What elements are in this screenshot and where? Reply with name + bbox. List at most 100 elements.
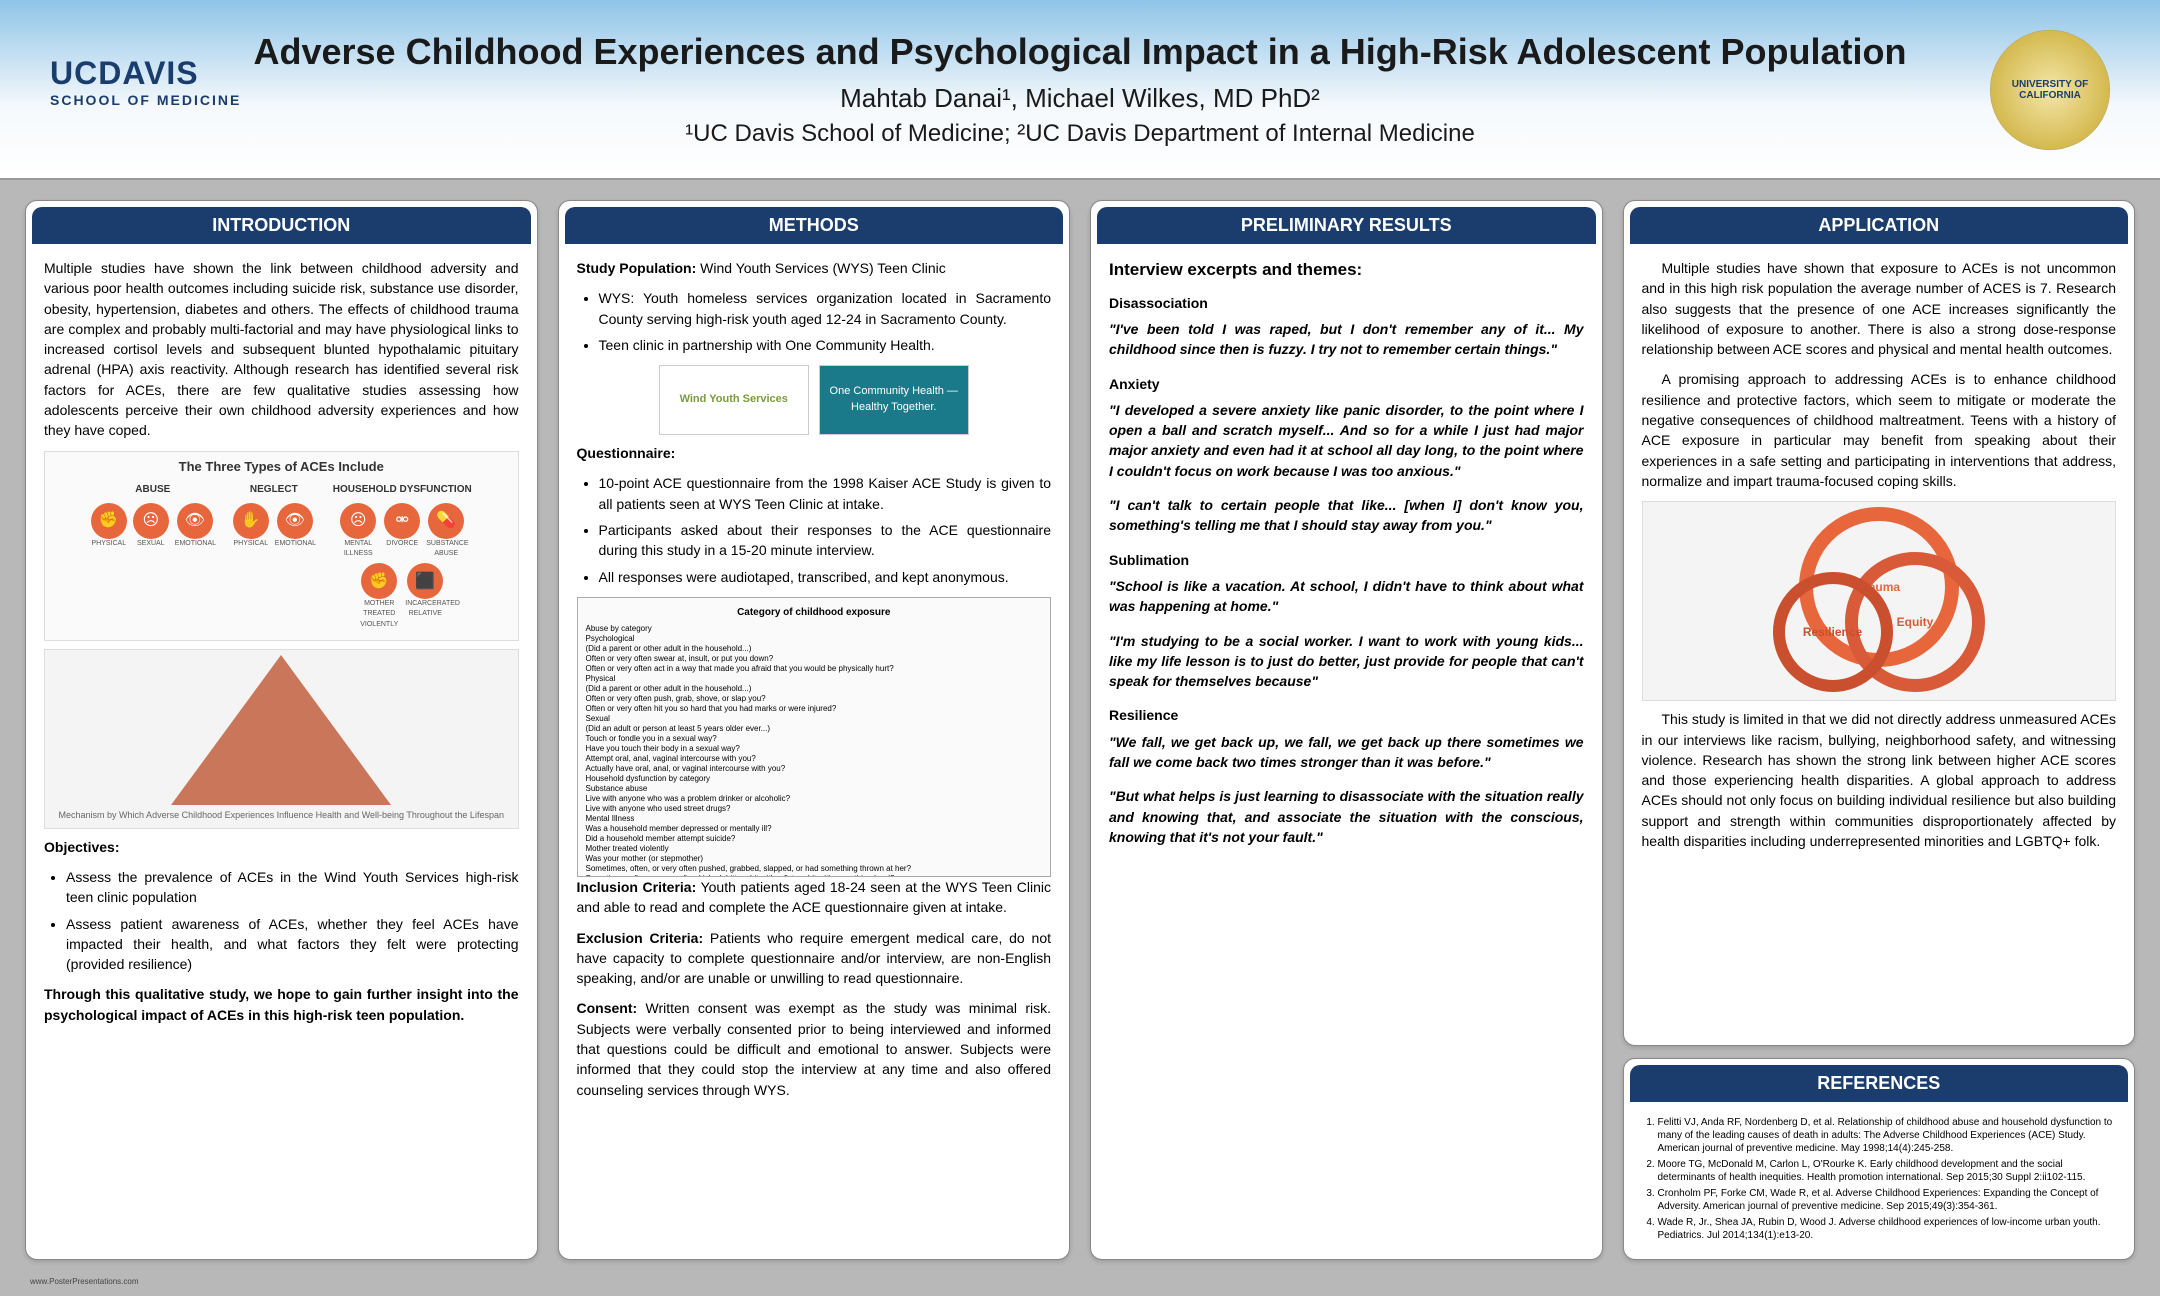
consent-label: Consent:: [577, 1000, 638, 1016]
q-fig-text: Abuse by category Psychological (Did a p…: [586, 624, 1043, 877]
consent-line: Consent: Written consent was exempt as t…: [577, 998, 1052, 1099]
interview-quote: "But what helps is just learning to disa…: [1109, 786, 1584, 847]
intro-closing: Through this qualitative study, we hope …: [44, 984, 519, 1025]
theme-label: Disassociation: [1109, 293, 1584, 313]
questionnaire-item: Participants asked about their responses…: [599, 520, 1052, 561]
intro-para1: Multiple studies have shown the link bet…: [44, 258, 519, 441]
column-1: INTRODUCTION Multiple studies have shown…: [25, 200, 538, 1260]
ace-icon-caption: MOTHER TREATED VIOLENTLY: [359, 599, 399, 629]
ace-group-label: NEGLECT: [250, 483, 298, 498]
ace-icon: 💊: [428, 503, 464, 539]
ace-icon-caption: SUBSTANCE ABUSE: [426, 539, 466, 559]
ace-icon: ☹: [133, 503, 169, 539]
ace-icons-container: ABUSE✊PHYSICAL☹SEXUAL👁EMOTIONALNEGLECT✋P…: [91, 483, 472, 630]
app-para1: Multiple studies have shown that exposur…: [1642, 258, 2117, 359]
ace-pyramid-figure: Mechanism by Which Adverse Childhood Exp…: [44, 649, 519, 829]
results-body: Interview excerpts and themes: Disassoci…: [1091, 244, 1602, 875]
ace-icon-caption: PHYSICAL: [91, 539, 126, 549]
application-body: Multiple studies have shown that exposur…: [1624, 244, 2135, 875]
app-para3: This study is limited in that we did not…: [1642, 709, 2117, 851]
ace-icon-caption: INCARCERATED RELATIVE: [405, 599, 445, 619]
ace-icon: ✊: [91, 503, 127, 539]
circles-figure: Trauma Equity Resilience: [1642, 501, 2117, 701]
inclusion-line: Inclusion Criteria: Youth patients aged …: [577, 877, 1052, 918]
ucdavis-logo: UCDAVIS SCHOOL OF MEDICINE: [50, 55, 241, 108]
ace-icon: ✋: [233, 503, 269, 539]
poster-authors: Mahtab Danai¹, Michael Wilkes, MD PhD²: [253, 83, 1906, 114]
poster-affiliations: ¹UC Davis School of Medicine; ²UC Davis …: [253, 120, 1906, 148]
results-heading: PRELIMINARY RESULTS: [1097, 207, 1596, 244]
column-4: APPLICATION Multiple studies have shown …: [1623, 200, 2136, 1260]
ace-icon: ⚮: [384, 503, 420, 539]
reference-item: Felitti VJ, Anda RF, Nordenberg D, et al…: [1658, 1116, 2117, 1155]
app-para2: A promising approach to addressing ACEs …: [1642, 369, 2117, 491]
questionnaire-figure: Category of childhood exposure Abuse by …: [577, 597, 1052, 877]
questionnaire-item: All responses were audiotaped, transcrib…: [599, 567, 1052, 587]
study-pop-label: Study Population:: [577, 260, 697, 276]
application-panel: APPLICATION Multiple studies have shown …: [1623, 200, 2136, 1046]
application-heading: APPLICATION: [1630, 207, 2129, 244]
references-body: Felitti VJ, Anda RF, Nordenberg D, et al…: [1624, 1102, 2135, 1259]
objective-item: Assess the prevalence of ACEs in the Win…: [66, 867, 519, 908]
column-2: METHODS Study Population: Wind Youth Ser…: [558, 200, 1071, 1260]
ace-types-figure: The Three Types of ACEs Include ABUSE✊PH…: [44, 451, 519, 641]
ace-icon-caption: EMOTIONAL: [275, 539, 315, 549]
ace-icon: ☹: [340, 503, 376, 539]
introduction-panel: INTRODUCTION Multiple studies have shown…: [25, 200, 538, 1260]
questionnaire-label: Questionnaire:: [577, 443, 1052, 463]
results-intro: Interview excerpts and themes:: [1109, 258, 1584, 283]
theme-label: Sublimation: [1109, 550, 1584, 570]
consent-text: Written consent was exempt as the study …: [577, 1000, 1052, 1097]
reference-item: Cronholm PF, Forke CM, Wade R, et al. Ad…: [1658, 1187, 2117, 1213]
objective-item: Assess patient awareness of ACEs, whethe…: [66, 914, 519, 975]
ace-icon: ✊: [361, 563, 397, 599]
poster-title: Adverse Childhood Experiences and Psycho…: [253, 31, 1906, 73]
och-logo: One Community Health — Healthy Together.: [819, 365, 969, 435]
resilience-ring: Resilience: [1773, 572, 1893, 692]
study-pop-item: WYS: Youth homeless services organizatio…: [599, 288, 1052, 329]
reference-item: Wade R, Jr., Shea JA, Rubin D, Wood J. A…: [1658, 1216, 2117, 1242]
study-pop-line: Study Population: Wind Youth Services (W…: [577, 258, 1052, 278]
interview-quote: "I've been told I was raped, but I don't…: [1109, 319, 1584, 360]
theme-label: Anxiety: [1109, 374, 1584, 394]
ace-icon: ⬛: [407, 563, 443, 599]
questionnaire-item: 10-point ACE questionnaire from the 1998…: [599, 473, 1052, 514]
inclusion-label: Inclusion Criteria:: [577, 879, 697, 895]
seal-text: UNIVERSITY OF CALIFORNIA: [1990, 79, 2110, 101]
study-pop-value: Wind Youth Services (WYS) Teen Clinic: [696, 260, 946, 276]
study-pop-item: Teen clinic in partnership with One Comm…: [599, 335, 1052, 355]
interview-quote: "We fall, we get back up, we fall, we ge…: [1109, 732, 1584, 773]
ace-types-title: The Three Types of ACEs Include: [179, 458, 384, 477]
column-3: PRELIMINARY RESULTS Interview excerpts a…: [1090, 200, 1603, 1260]
methods-body: Study Population: Wind Youth Services (W…: [559, 244, 1070, 1124]
ace-icon-caption: SEXUAL: [137, 539, 165, 549]
questionnaire-bullets: 10-point ACE questionnaire from the 1998…: [599, 473, 1052, 586]
pyramid-caption: Mechanism by Which Adverse Childhood Exp…: [59, 809, 504, 822]
columns-container: INTRODUCTION Multiple studies have shown…: [0, 180, 2160, 1280]
q-fig-title: Category of childhood exposure: [586, 606, 1043, 621]
introduction-body: Multiple studies have shown the link bet…: [26, 244, 537, 1049]
ace-group-label: ABUSE: [135, 483, 170, 498]
uc-seal-logo: UNIVERSITY OF CALIFORNIA: [1990, 30, 2110, 150]
references-panel: REFERENCES Felitti VJ, Anda RF, Nordenbe…: [1623, 1058, 2136, 1260]
methods-heading: METHODS: [565, 207, 1064, 244]
exclusion-label: Exclusion Criteria:: [577, 930, 704, 946]
reference-item: Moore TG, McDonald M, Carlon L, O'Rourke…: [1658, 1158, 2117, 1184]
introduction-heading: INTRODUCTION: [32, 207, 531, 244]
results-panel: PRELIMINARY RESULTS Interview excerpts a…: [1090, 200, 1603, 1260]
header-text-block: Adverse Childhood Experiences and Psycho…: [253, 31, 1906, 148]
poster-root: UCDAVIS SCHOOL OF MEDICINE Adverse Child…: [0, 0, 2160, 1296]
partner-logos: Wind Youth Services One Community Health…: [577, 365, 1052, 435]
logo-sub-text: SCHOOL OF MEDICINE: [50, 92, 241, 108]
objectives-list: Assess the prevalence of ACEs in the Win…: [66, 867, 519, 974]
interview-quote: "I developed a severe anxiety like panic…: [1109, 400, 1584, 481]
logo-main-text: UCDAVIS: [50, 55, 241, 92]
poster-header: UCDAVIS SCHOOL OF MEDICINE Adverse Child…: [0, 0, 2160, 180]
ace-icon-caption: DIVORCE: [386, 539, 418, 549]
objectives-heading: Objectives:: [44, 837, 519, 857]
ace-group: NEGLECT✋PHYSICAL👁EMOTIONAL: [233, 483, 315, 630]
exclusion-line: Exclusion Criteria: Patients who require…: [577, 928, 1052, 989]
methods-panel: METHODS Study Population: Wind Youth Ser…: [558, 200, 1071, 1260]
interview-quote: "School is like a vacation. At school, I…: [1109, 576, 1584, 617]
ace-group: HOUSEHOLD DYSFUNCTION☹MENTAL ILLNESS⚮DIV…: [333, 483, 472, 630]
